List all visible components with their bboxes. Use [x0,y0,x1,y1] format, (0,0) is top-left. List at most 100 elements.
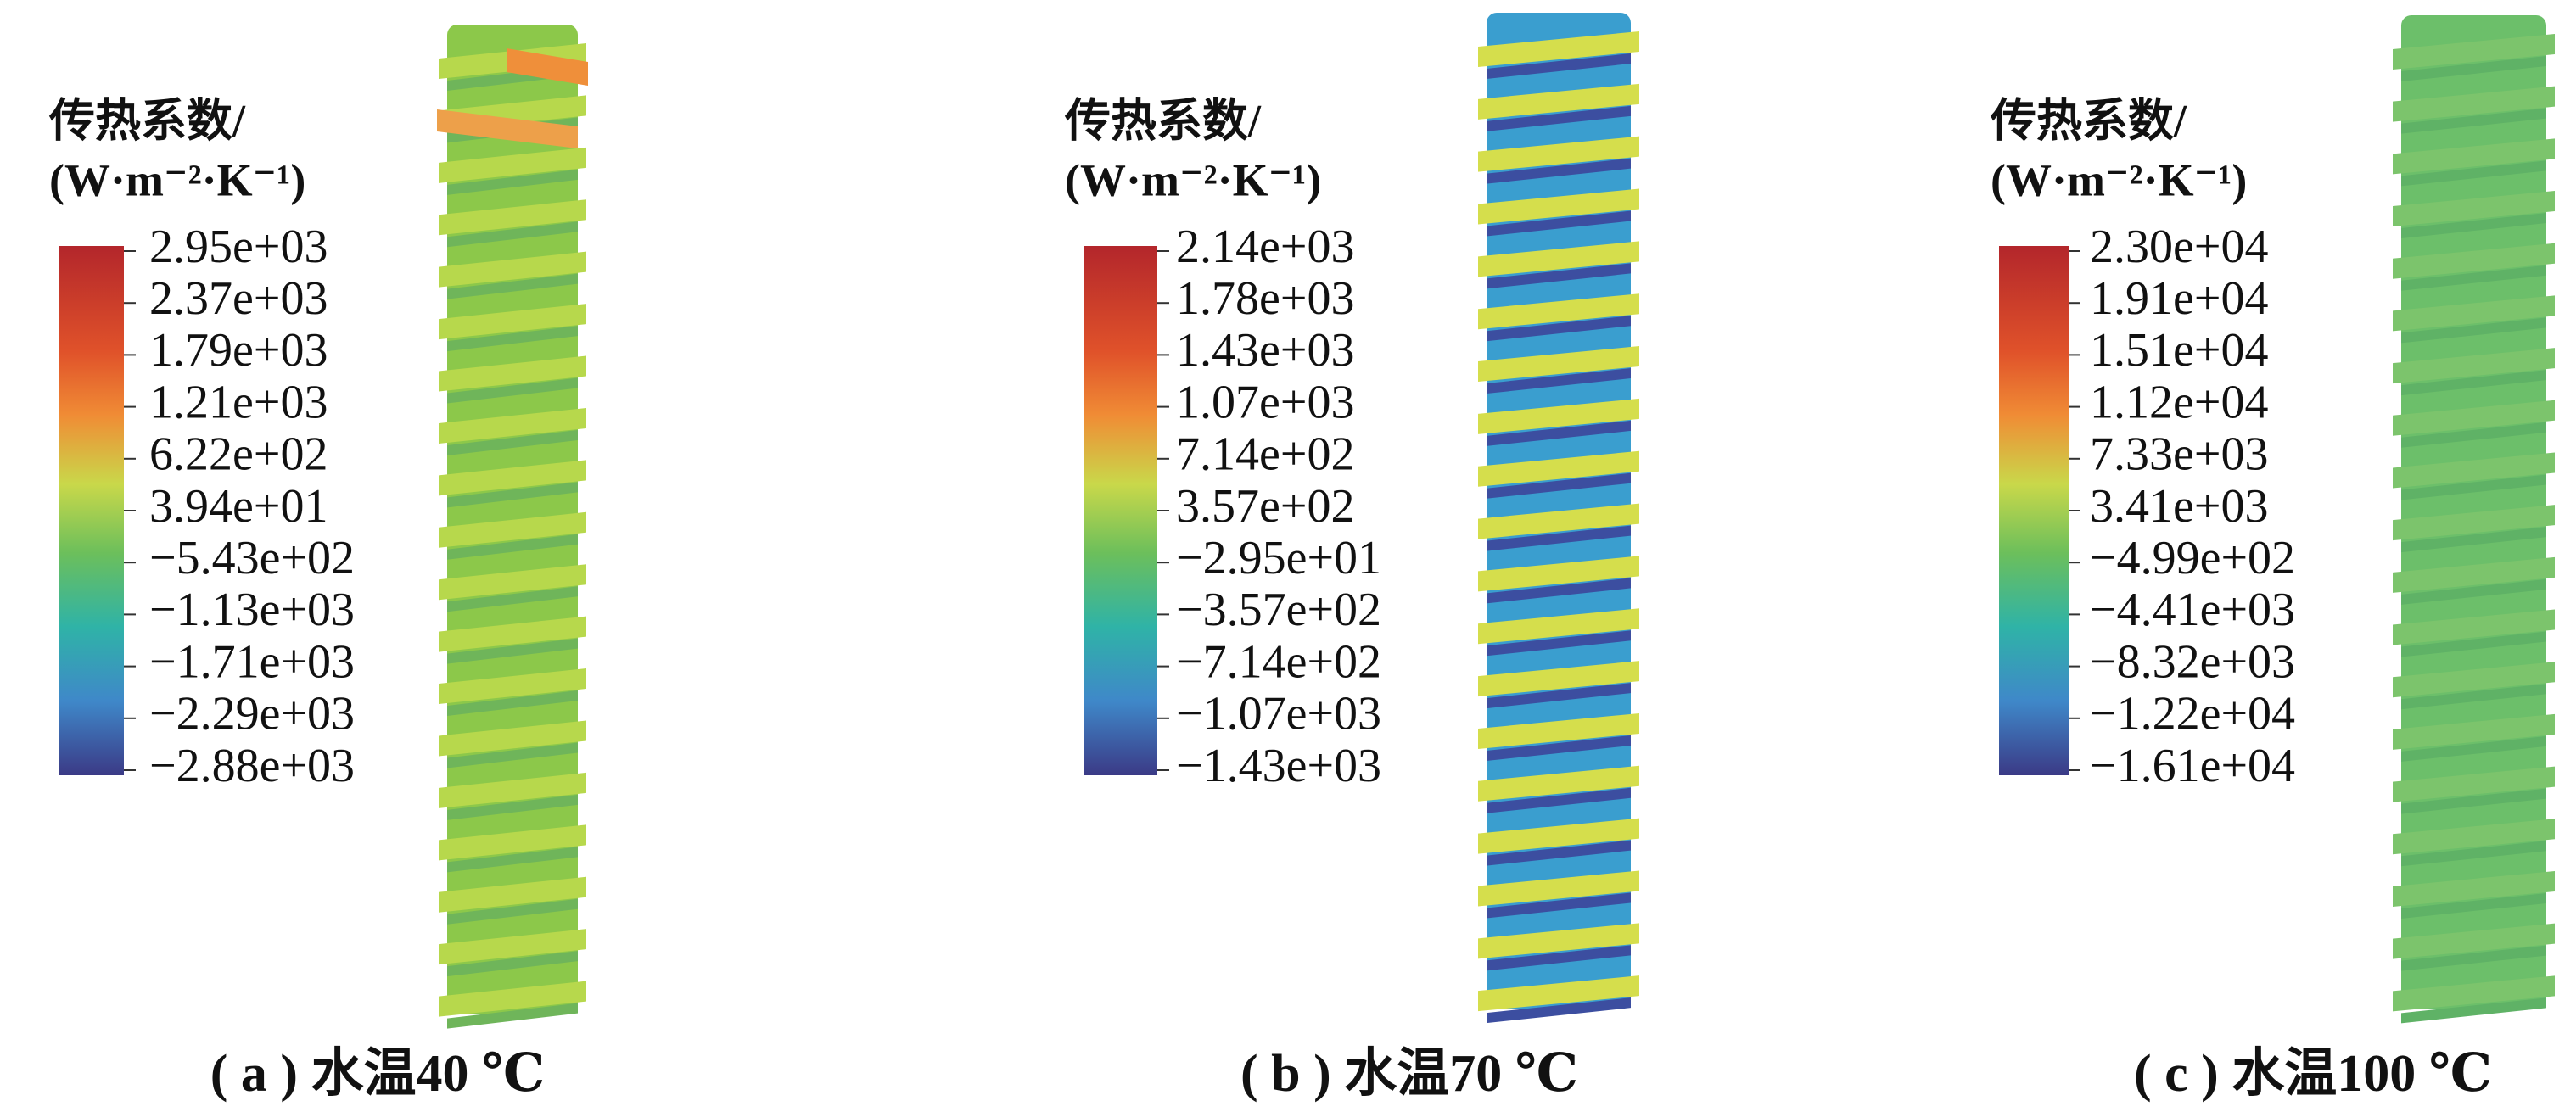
tube-groove [2401,631,2546,657]
tube-groove [2401,317,2546,344]
tube-groove [447,377,578,404]
tube-rib [439,564,586,601]
colorbar-tick-label: 7.33e+03 [2090,428,2268,481]
tube-rib [1478,450,1639,487]
tube-groove [447,638,578,664]
colorbar [1084,246,1157,775]
tube-groove [1487,787,1631,813]
tube-groove [2401,474,2546,500]
tube-groove [2401,108,2546,134]
colorbar-tick-label: 1.91e+04 [2090,272,2268,325]
tube-rib [2393,86,2555,122]
legend-unit: (W·m⁻²·K⁻¹) [49,154,305,205]
colorbar-tick-label: −7.14e+02 [1176,635,1381,688]
tube-groove [447,482,578,508]
tube-rib [439,668,586,705]
tube-groove [447,794,578,820]
tube-rib [2393,923,2555,959]
tube-groove [1487,420,1631,446]
tube-groove [1487,158,1631,184]
colorbar-tick-label: 2.30e+04 [2090,221,2268,273]
tube-rib [1478,923,1639,959]
tube-rib [439,772,586,808]
tube-rib [2393,191,2555,227]
tube-rib [439,460,586,496]
tube-rib [2393,400,2555,436]
tube-rib [1478,503,1639,539]
tube-groove [447,951,578,977]
colorbar-tick-label: −1.43e+03 [1176,740,1381,792]
tube [2393,15,2555,1024]
tube-rib [2393,243,2555,279]
tube-rib [2393,766,2555,802]
tube-groove [447,169,578,195]
tube-rib [439,981,586,1017]
tube-groove [1487,53,1631,79]
tube-rib [1478,398,1639,434]
colorbar-tick-label: 1.21e+03 [149,376,328,428]
tube-rib [2393,452,2555,489]
colorbar-tick-label: 6.22e+02 [149,428,328,481]
tube-rib [439,199,586,236]
tube-groove [447,1003,578,1029]
colorbar-tick-label: 1.43e+03 [1176,324,1354,377]
tube-groove [2401,265,2546,291]
colorbar [59,246,124,775]
tube-rib [1478,556,1639,592]
colorbar-tick-label: −2.95e+01 [1176,532,1381,584]
tube-rib [439,251,586,288]
tube-rib [2393,348,2555,384]
tube-rib [1478,188,1639,225]
legend-unit: (W·m⁻²·K⁻¹) [1065,154,1321,205]
tube-rib [2393,713,2555,750]
tube-rib [2393,295,2555,332]
tube-groove [2401,160,2546,187]
tube-hot-rib [507,48,588,86]
caption: ( b ) 水温70 ℃ [1240,1045,1578,1103]
tube-rib [1478,293,1639,330]
tube-rib [2393,870,2555,907]
tube-rib [1478,870,1639,907]
colorbar-tick-label: 7.14e+02 [1176,428,1354,481]
colorbar-tick-label: −1.71e+03 [149,635,355,688]
tube-groove [2401,945,2546,971]
tube-groove [2401,788,2546,814]
tube-hot-rib [437,109,578,148]
tube-groove [1487,105,1631,131]
caption: ( a ) 水温40 ℃ [210,1045,546,1103]
tube-groove [1487,945,1631,971]
colorbar-tick-label: −1.22e+04 [2090,688,2295,740]
colorbar [1999,246,2069,775]
colorbar-tick-label: −1.07e+03 [1176,688,1381,740]
tube-rib [2393,505,2555,541]
tube-rib [439,616,586,652]
colorbar-tick-label: −8.32e+03 [2090,635,2295,688]
tube-groove [1487,210,1631,237]
tube-rib [1478,608,1639,645]
tube-groove [2401,684,2546,710]
tube-groove [2401,527,2546,553]
tube-groove [2401,370,2546,396]
tube-groove [2401,56,2546,81]
colorbar-tick-label: 1.78e+03 [1176,272,1354,325]
tube-groove [447,898,578,925]
legend-title: 传热系数/ [48,95,246,146]
tube [437,25,588,1029]
tube-groove [447,690,578,717]
tube-groove [1487,630,1631,657]
tube-groove [447,847,578,873]
tube-groove [2401,735,2546,762]
tube-groove [447,586,578,612]
colorbar-tick-label: 2.37e+03 [149,272,328,325]
tube-rib [1478,765,1639,802]
tube-groove [2401,578,2546,605]
tube-groove [1487,735,1631,761]
colorbar-tick-label: 2.14e+03 [1176,221,1354,273]
colorbar-tick-label: 3.41e+03 [2090,480,2268,533]
tube-groove [2401,997,2546,1024]
tube-rib [439,304,586,340]
colorbar-tick-label: 1.12e+04 [2090,376,2268,428]
tube-rib [439,355,586,392]
